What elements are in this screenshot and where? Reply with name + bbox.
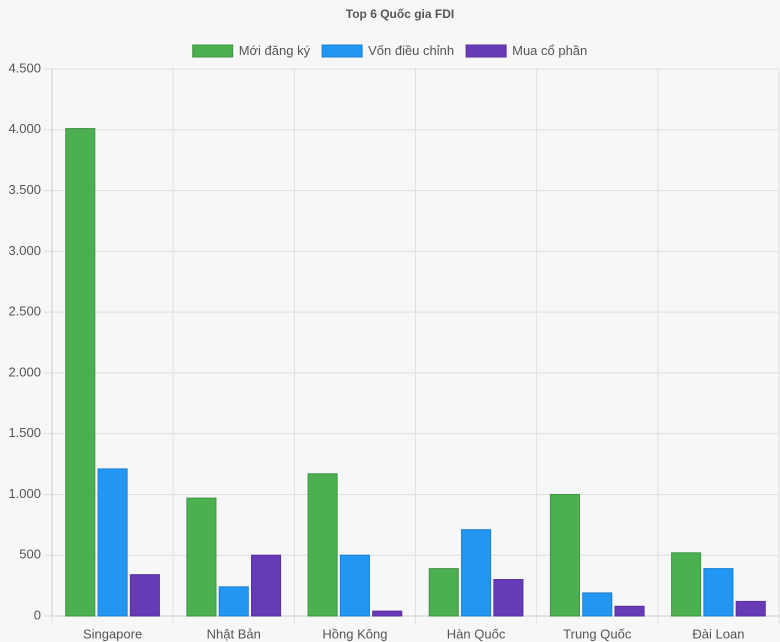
bar [703,568,734,617]
chart-title: Top 6 Quốc gia FDI [346,7,454,21]
bar [735,600,766,617]
y-tick-label: 1.000 [8,486,41,501]
legend-swatch[interactable] [465,44,507,58]
bar [307,473,338,617]
y-tick-label: 4.000 [8,121,41,136]
legend-label[interactable]: Mới đăng ký [239,43,311,58]
bar [251,554,282,617]
legend-swatch[interactable] [321,44,363,58]
x-tick-label: Trung Quốc [563,626,632,641]
x-tick-label: Hàn Quốc [447,626,506,641]
y-tick-label: 2.500 [8,304,41,319]
legend-swatch[interactable] [192,44,234,58]
bar [372,610,403,617]
bar [428,568,459,617]
y-tick-label: 3.000 [8,243,41,258]
x-tick-label: Đài Loan [692,626,744,641]
bar [614,605,645,617]
bar [493,579,524,617]
y-tick-label: 500 [19,547,41,562]
bar [339,554,370,617]
x-tick-label: Hồng Kông [322,626,387,641]
bar [129,574,160,617]
bar [218,586,249,617]
bar [461,529,492,617]
bar [186,497,217,617]
y-tick-label: 1.500 [8,425,41,440]
x-tick-label: Nhật Bản [207,626,261,641]
x-tick-label: Singapore [83,626,142,641]
y-tick-label: 4.500 [8,60,41,75]
y-tick-label: 3.500 [8,182,41,197]
bar [582,592,613,617]
y-tick-label: 2.000 [8,364,41,379]
bar [97,468,128,617]
bar [549,493,580,617]
y-tick-label: 0 [34,607,41,622]
bar [671,552,702,617]
legend-label[interactable]: Mua cổ phần [512,43,587,58]
legend-label[interactable]: Vốn điều chỉnh [368,43,454,58]
bar [65,128,96,617]
